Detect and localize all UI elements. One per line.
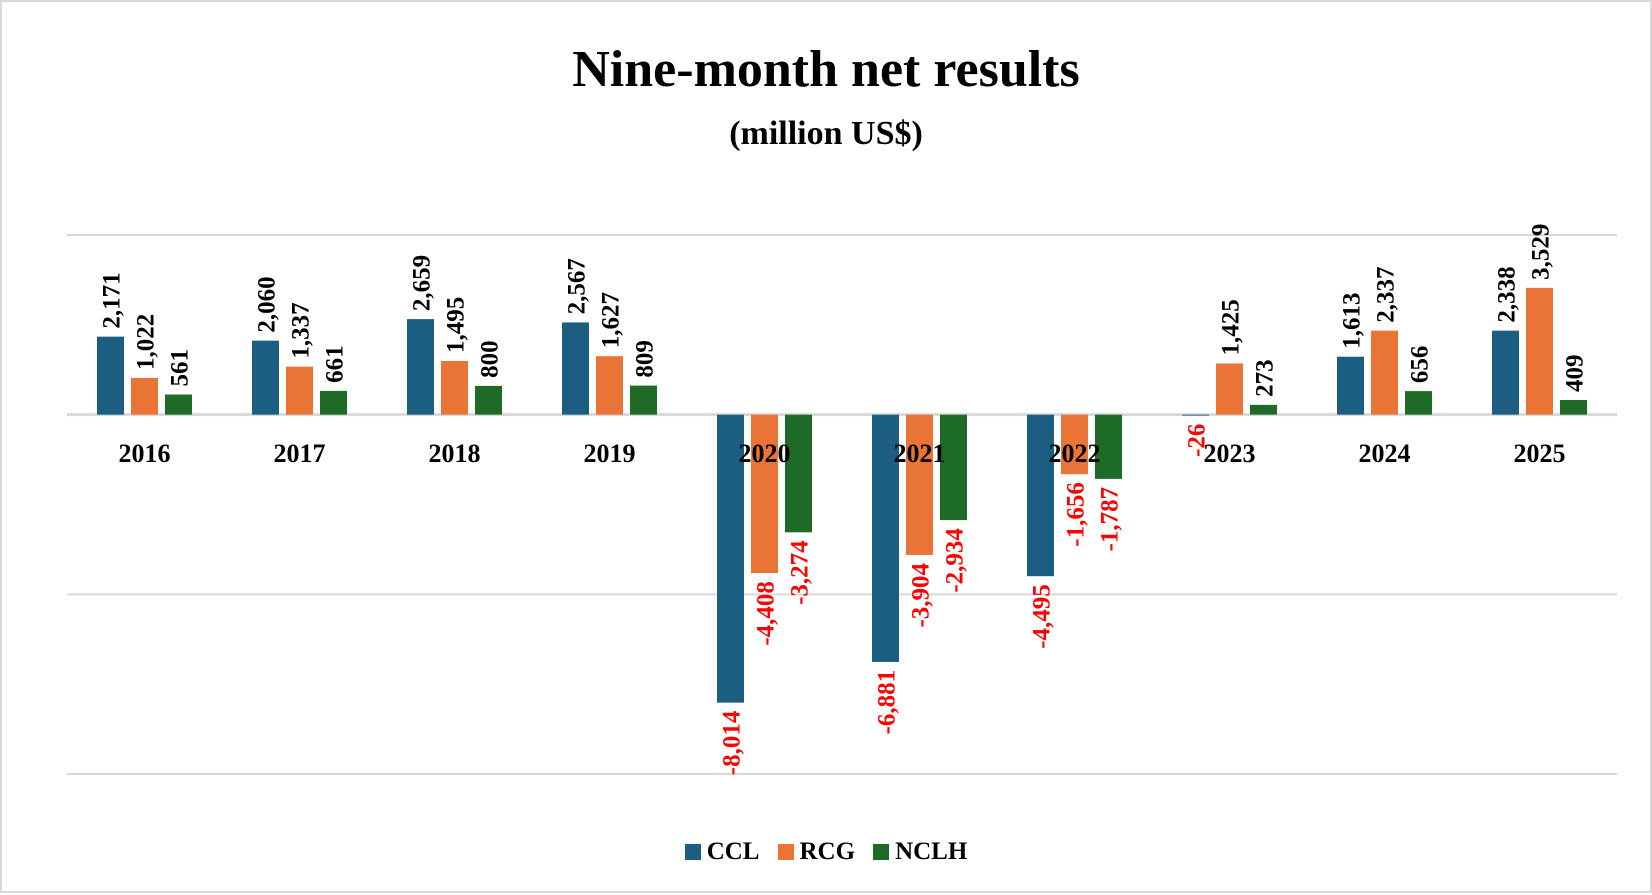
data-label-rcg-2016: 1,022 <box>133 314 160 370</box>
bar-nclh-2024 <box>1405 391 1432 415</box>
bar-nclh-2020 <box>785 414 812 533</box>
bar-ccl-2023 <box>1182 414 1209 416</box>
data-label-rcg-2021: -3,904 <box>908 562 935 627</box>
data-label-nclh-2025: 409 <box>1562 354 1589 392</box>
bar-rcg-2019 <box>596 356 623 415</box>
data-label-ccl-2021: -6,881 <box>874 670 901 735</box>
category-label-2024: 2024 <box>1359 439 1411 468</box>
legend-label-ccl: CCL <box>706 838 760 865</box>
legend: CCL RCG NCLH <box>2 838 1650 866</box>
bar-ccl-2017 <box>252 340 279 415</box>
category-label-2023: 2023 <box>1204 439 1256 468</box>
data-label-ccl-2023: -26 <box>1184 424 1211 457</box>
data-label-ccl-2022: -4,495 <box>1029 584 1056 649</box>
legend-item-nclh: NCLH <box>873 838 967 866</box>
category-label-2020: 2020 <box>739 439 791 468</box>
legend-label-nclh: NCLH <box>895 838 968 865</box>
legend-swatch-nclh <box>873 844 890 860</box>
bar-ccl-2025 <box>1492 330 1519 415</box>
bar-ccl-2020 <box>717 414 744 703</box>
data-label-nclh-2022: -1,787 <box>1097 487 1124 552</box>
data-label-ccl-2025: 2,338 <box>1494 266 1521 322</box>
legend-swatch-ccl <box>684 844 701 860</box>
data-label-rcg-2018: 1,495 <box>443 297 470 353</box>
bar-rcg-2016 <box>131 377 158 415</box>
data-label-ccl-2017: 2,060 <box>254 276 281 332</box>
data-label-nclh-2016: 561 <box>167 349 194 387</box>
bar-nclh-2019 <box>630 385 657 415</box>
legend-item-ccl: CCL <box>684 838 760 866</box>
data-label-nclh-2020: -3,274 <box>787 540 814 605</box>
category-label-2016: 2016 <box>119 439 171 468</box>
bar-rcg-2017 <box>286 366 313 415</box>
category-label-2018: 2018 <box>429 439 481 468</box>
data-label-rcg-2020: -4,408 <box>753 581 780 646</box>
data-label-nclh-2024: 656 <box>1407 346 1434 384</box>
data-label-nclh-2017: 661 <box>322 345 349 383</box>
bar-rcg-2024 <box>1371 330 1398 415</box>
bar-nclh-2023 <box>1250 404 1277 415</box>
data-label-ccl-2024: 1,613 <box>1339 292 1366 348</box>
bar-rcg-2023 <box>1216 363 1243 415</box>
category-label-2025: 2025 <box>1514 439 1566 468</box>
bar-ccl-2019 <box>562 322 589 415</box>
bar-ccl-2021 <box>872 414 899 662</box>
bar-nclh-2025 <box>1560 399 1587 415</box>
data-label-ccl-2016: 2,171 <box>99 272 126 328</box>
bar-nclh-2016 <box>165 394 192 415</box>
category-label-2022: 2022 <box>1049 439 1101 468</box>
bar-rcg-2021 <box>906 414 933 555</box>
data-label-nclh-2023: 273 <box>1252 359 1279 397</box>
category-label-2017: 2017 <box>274 439 326 468</box>
legend-label-rcg: RCG <box>799 838 856 865</box>
bar-nclh-2021 <box>940 414 967 521</box>
data-label-ccl-2018: 2,659 <box>409 255 436 311</box>
category-label-2019: 2019 <box>584 439 636 468</box>
bar-ccl-2022 <box>1027 414 1054 577</box>
data-label-ccl-2020: -8,014 <box>719 710 746 775</box>
category-label-2021: 2021 <box>894 439 946 468</box>
bar-nclh-2022 <box>1095 414 1122 479</box>
chart-subtitle: (million US$) <box>729 115 923 152</box>
bar-ccl-2024 <box>1337 356 1364 415</box>
bar-nclh-2018 <box>475 385 502 415</box>
bar-ccl-2016 <box>97 336 124 415</box>
bar-nclh-2017 <box>320 390 347 415</box>
data-label-nclh-2018: 800 <box>477 340 504 378</box>
bar-rcg-2018 <box>441 360 468 415</box>
bar-rcg-2022 <box>1061 414 1088 475</box>
legend-item-rcg: RCG <box>777 838 856 866</box>
bar-rcg-2020 <box>751 414 778 574</box>
data-label-rcg-2019: 1,627 <box>598 292 625 348</box>
chart-title: Nine-month net results <box>572 41 1080 98</box>
data-label-rcg-2017: 1,337 <box>288 302 315 358</box>
data-label-nclh-2019: 809 <box>632 340 659 378</box>
data-label-rcg-2022: -1,656 <box>1063 482 1090 547</box>
bar-rcg-2025 <box>1526 287 1553 415</box>
data-label-rcg-2024: 2,337 <box>1373 266 1400 322</box>
data-label-ccl-2019: 2,567 <box>564 258 591 314</box>
data-label-rcg-2025: 3,529 <box>1528 224 1555 280</box>
data-label-rcg-2023: 1,425 <box>1218 299 1245 355</box>
data-label-nclh-2021: -2,934 <box>942 528 969 593</box>
bar-ccl-2018 <box>407 319 434 415</box>
legend-swatch-rcg <box>777 844 794 860</box>
